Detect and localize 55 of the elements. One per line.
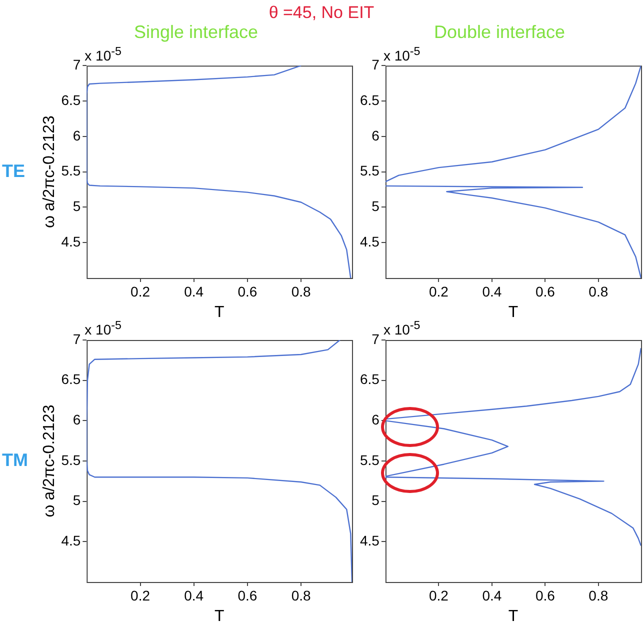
text: θ =45, No EIT [268, 3, 376, 22]
x-tick-label: 0.6 [535, 283, 556, 300]
x-tick-label: 0.8 [588, 587, 608, 604]
chart-title: Single interface [134, 22, 258, 42]
y-tick-label: 7 [372, 330, 380, 347]
y-tick-label: 6 [372, 412, 380, 428]
x-tick-label: 0.4 [184, 283, 204, 300]
x-tick-label: 0.2 [130, 283, 150, 300]
y-axis-title: ω a/2πc-0.2123 [41, 404, 58, 518]
x-tick-label: 0.4 [184, 587, 204, 604]
y-tick-label: 6 [372, 127, 380, 144]
x-axis-title: T [214, 608, 224, 625]
text: x 10$^{-5}$ [84, 44, 122, 64]
y-axis-title: ω a/2πc-0.2123 [41, 115, 58, 228]
y-tick-label: 6 [72, 412, 81, 428]
y-tick-label: 5.5 [360, 452, 380, 468]
x-tick-label: 0.6 [238, 587, 258, 604]
x-tick-label: 0.2 [428, 283, 449, 300]
x-tick-label: 0.6 [535, 587, 556, 604]
y-tick-label: 5 [372, 198, 380, 214]
y-tick-label: 5.5 [61, 452, 81, 468]
text: x 10$^{-5}$ [84, 319, 122, 338]
x-tick-label: 0.8 [291, 283, 312, 300]
x-axis-title: T [508, 304, 518, 321]
y-tick-label: 6.5 [360, 371, 380, 388]
y-tick-label: 4.5 [61, 233, 81, 250]
y-tick-label: 5 [372, 492, 380, 508]
x-axis-title: T [508, 608, 518, 625]
y-tick-label: 4.5 [61, 532, 81, 549]
y-tick-label: 7 [372, 56, 380, 72]
y-tick-label: 6 [72, 127, 81, 144]
x-tick-label: 0.6 [238, 283, 258, 300]
text: TE [2, 160, 26, 181]
x-tick-label: 0.2 [428, 587, 449, 604]
x-tick-label: 0.8 [588, 283, 608, 300]
y-tick-label: 4.5 [360, 532, 380, 549]
x-axis-title: T [214, 304, 224, 321]
y-tick-label: 6.5 [360, 92, 380, 108]
x-tick-label: 0.4 [482, 283, 502, 300]
y-tick-label: 4.5 [360, 233, 380, 250]
y-tick-label: 5 [72, 492, 81, 508]
y-tick-label: 7 [72, 56, 81, 72]
y-tick-label: 5 [72, 198, 81, 214]
text: TM [2, 450, 28, 470]
x-tick-label: 0.4 [482, 587, 502, 604]
y-tick-label: 5.5 [360, 162, 380, 179]
y-tick-label: 6.5 [61, 371, 81, 388]
y-tick-label: 6.5 [61, 92, 81, 108]
text: x 10$^{-5}$ [383, 319, 420, 338]
chart-title: Double interface [434, 22, 566, 42]
x-tick-label: 0.8 [291, 587, 312, 604]
y-tick-label: 5.5 [61, 162, 81, 179]
text: x 10$^{-5}$ [383, 44, 420, 64]
x-tick-label: 0.2 [130, 587, 150, 604]
y-tick-label: 7 [72, 330, 81, 347]
